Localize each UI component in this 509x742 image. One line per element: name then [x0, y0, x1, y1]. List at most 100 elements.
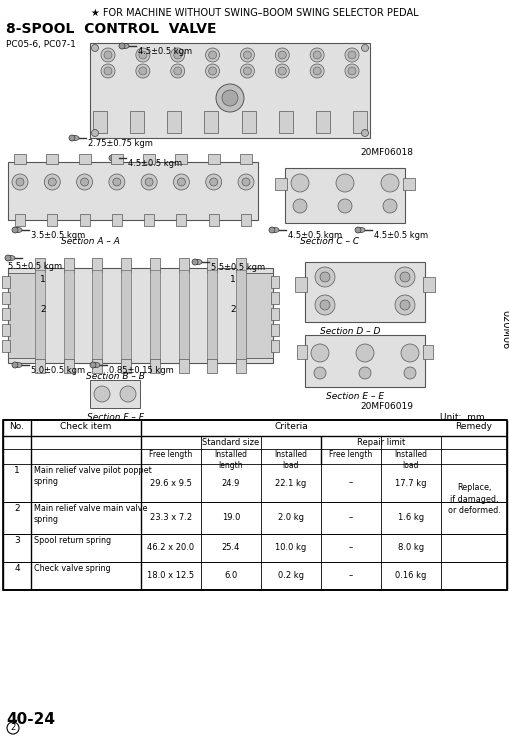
Ellipse shape [356, 228, 364, 232]
Circle shape [216, 84, 243, 112]
Text: 1.6 kg: 1.6 kg [397, 513, 423, 522]
Circle shape [399, 272, 409, 282]
Circle shape [399, 300, 409, 310]
Circle shape [347, 67, 355, 75]
Circle shape [382, 199, 396, 213]
Circle shape [315, 295, 334, 315]
Bar [14, 154, 26, 164]
Bar [35, 270, 45, 361]
Circle shape [174, 51, 181, 59]
Circle shape [242, 178, 249, 186]
Text: –: – [348, 513, 352, 522]
Text: 5.5±0.5 kgm: 5.5±0.5 kgm [211, 263, 265, 272]
Circle shape [76, 174, 93, 190]
Bar [352, 111, 366, 133]
Bar [2, 308, 10, 320]
Text: Installed
length: Installed length [214, 450, 247, 470]
Ellipse shape [111, 156, 119, 160]
Ellipse shape [121, 44, 129, 48]
Bar [422, 345, 432, 359]
Text: 25.4: 25.4 [221, 543, 240, 553]
Bar [64, 359, 74, 373]
Circle shape [335, 174, 353, 192]
Text: 29.6 x 9.5: 29.6 x 9.5 [150, 479, 191, 487]
Circle shape [138, 51, 147, 59]
Circle shape [16, 178, 24, 186]
Circle shape [291, 174, 308, 192]
Circle shape [337, 199, 351, 213]
Circle shape [344, 48, 358, 62]
Text: Criteria: Criteria [274, 422, 307, 431]
Circle shape [135, 48, 150, 62]
Bar [422, 277, 434, 292]
Circle shape [309, 64, 324, 78]
Circle shape [278, 51, 286, 59]
Text: Spool return spring: Spool return spring [34, 536, 111, 545]
Bar [270, 324, 278, 336]
Bar [304, 262, 424, 322]
Text: Standard size: Standard size [202, 438, 259, 447]
Circle shape [109, 155, 115, 161]
Bar [241, 111, 255, 133]
Circle shape [91, 130, 98, 137]
Text: Section C – C: Section C – C [300, 237, 359, 246]
Bar [178, 270, 188, 361]
Bar [64, 258, 74, 272]
Bar [176, 214, 186, 226]
Bar [92, 258, 102, 272]
Circle shape [94, 386, 110, 402]
Circle shape [48, 178, 56, 186]
Text: 22.1 kg: 22.1 kg [275, 479, 306, 487]
Text: Installed
load: Installed load [394, 450, 427, 470]
Text: Section E – E: Section E – E [325, 392, 383, 401]
Bar [93, 111, 107, 133]
Circle shape [12, 362, 18, 368]
Text: 2: 2 [10, 723, 16, 732]
Text: Main relief valve pilot poppet
spring: Main relief valve pilot poppet spring [34, 466, 152, 486]
Bar [178, 258, 188, 272]
Bar [270, 308, 278, 320]
Text: –: – [348, 543, 352, 553]
Circle shape [268, 227, 274, 233]
Text: 4.5±0.5 kgm: 4.5±0.5 kgm [138, 47, 192, 56]
Circle shape [275, 64, 289, 78]
Bar [315, 111, 329, 133]
Text: 10.0 kg: 10.0 kg [275, 543, 306, 553]
Bar [207, 154, 219, 164]
Bar [175, 154, 187, 164]
Circle shape [347, 51, 355, 59]
Text: 5.5±0.5 kgm: 5.5±0.5 kgm [8, 262, 62, 271]
Text: 17.7 kg: 17.7 kg [394, 479, 426, 487]
Bar [244, 273, 272, 358]
Circle shape [208, 67, 216, 75]
Circle shape [358, 367, 370, 379]
Bar [207, 359, 217, 373]
Circle shape [310, 344, 328, 362]
Bar [143, 154, 155, 164]
Bar [35, 258, 45, 272]
Text: 4.5±0.5 kgm: 4.5±0.5 kgm [128, 159, 182, 168]
Bar [90, 43, 369, 138]
Bar [2, 340, 10, 352]
Circle shape [221, 90, 238, 106]
Ellipse shape [270, 228, 278, 232]
Bar [207, 258, 217, 272]
Circle shape [171, 64, 184, 78]
Text: Check valve spring: Check valve spring [34, 564, 110, 573]
Bar [208, 214, 218, 226]
Circle shape [315, 267, 334, 287]
Bar [92, 359, 102, 373]
Bar [294, 277, 306, 292]
Circle shape [44, 174, 60, 190]
Bar [150, 270, 159, 361]
Bar [15, 214, 25, 226]
Bar [92, 270, 102, 361]
Text: 8-SPOOL  CONTROL  VALVE: 8-SPOOL CONTROL VALVE [6, 22, 216, 36]
Bar [78, 154, 91, 164]
Bar [204, 111, 218, 133]
Bar [2, 292, 10, 304]
Bar [8, 268, 272, 363]
Circle shape [5, 255, 11, 261]
Circle shape [319, 272, 329, 282]
Circle shape [313, 51, 321, 59]
